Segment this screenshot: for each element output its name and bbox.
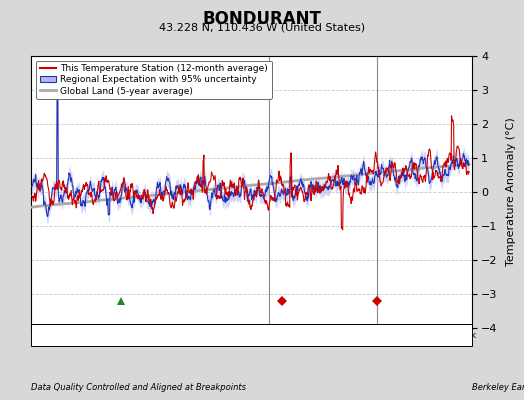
- Legend: This Temperature Station (12-month average), Regional Expectation with 95% uncer: This Temperature Station (12-month avera…: [36, 60, 271, 99]
- Text: Time of Obs. Change: Time of Obs. Change: [285, 330, 379, 340]
- Text: Record Gap: Record Gap: [164, 330, 216, 340]
- Text: Data Quality Controlled and Aligned at Breakpoints: Data Quality Controlled and Aligned at B…: [31, 383, 246, 392]
- Text: BONDURANT: BONDURANT: [203, 10, 321, 28]
- Y-axis label: Temperature Anomaly (°C): Temperature Anomaly (°C): [506, 118, 516, 266]
- Text: Empirical Break: Empirical Break: [405, 330, 476, 340]
- Text: Station Move: Station Move: [54, 330, 114, 340]
- Text: 43.228 N, 110.436 W (United States): 43.228 N, 110.436 W (United States): [159, 22, 365, 32]
- Text: Berkeley Earth: Berkeley Earth: [472, 383, 524, 392]
